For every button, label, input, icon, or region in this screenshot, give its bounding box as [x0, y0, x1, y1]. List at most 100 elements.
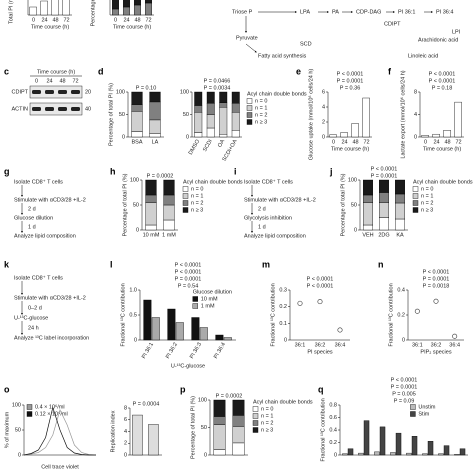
pathway-label: CDP-DAG: [356, 9, 381, 15]
bar-segment: [219, 107, 228, 135]
panel-label: g: [4, 166, 10, 176]
bar-segment: [111, 0, 119, 10]
p-value: P = 0.36: [340, 85, 361, 91]
legend-label: n = 2: [191, 200, 203, 206]
step: Isolate CD8⁺ T cells: [14, 274, 63, 281]
bar-segment: [149, 101, 161, 121]
x-tick-label: 36:4: [335, 342, 346, 348]
p-value: P = 0.0466: [204, 78, 231, 84]
legend-title: Acyl chain double bonds: [183, 179, 243, 185]
legend-label: n = 2: [421, 200, 433, 206]
bar-segment: [194, 91, 203, 106]
bar: [390, 452, 396, 456]
bar: [422, 453, 428, 456]
y-tick-label: 0.2: [279, 304, 287, 310]
x-tick-label: 2DG: [378, 232, 389, 238]
x-tick-label: KA: [396, 232, 404, 238]
bar: [167, 308, 176, 341]
y-tick-label: 1.0: [129, 287, 137, 293]
bar: [443, 130, 451, 138]
x-tick-label: 72: [145, 17, 151, 23]
mw-label: 40: [85, 106, 91, 112]
bar: [340, 132, 348, 138]
legend-swatch: [412, 186, 419, 192]
bar-segment: [131, 131, 143, 138]
p-value: P = 0.0001: [175, 276, 202, 282]
pathway-arrow: [245, 43, 257, 53]
blot-frame: [29, 85, 83, 99]
step: Stimulate with αCD3/28 +IL-2: [14, 295, 86, 301]
step: Isolate CD8⁺ T cells: [244, 178, 293, 185]
panel-label: p: [180, 384, 186, 394]
legend-swatch: [26, 404, 33, 410]
bar: [374, 451, 380, 456]
legend-label: n ≥ 3: [255, 119, 267, 125]
blot-band: [32, 90, 41, 94]
bar-segment: [213, 449, 226, 456]
bar: [51, 0, 59, 16]
step: Glucose dilution: [14, 215, 53, 221]
p-value: P < 0.0001: [371, 166, 398, 172]
bar: [132, 414, 143, 456]
legend-label: n = 1: [255, 105, 267, 111]
y-tick-label: 50: [119, 112, 125, 118]
bar: [223, 337, 232, 341]
legend-title: Acyl chain double bonds: [413, 179, 473, 185]
y-axis-label: Percentage of total PI (%): [108, 83, 114, 146]
bar-segment: [232, 399, 245, 416]
x-tick-label: 48: [52, 17, 58, 23]
panel-label: k: [4, 259, 10, 269]
bar-segment: [194, 105, 203, 113]
bar: [432, 133, 440, 138]
x-tick-label: 72: [63, 17, 69, 23]
pathway-label: CDIPT: [384, 21, 401, 27]
x-axis-label: Time course (h): [423, 146, 461, 152]
y-tick-label: 0: [186, 134, 189, 140]
bar-segment: [219, 134, 228, 138]
p-value: P < 0.0001: [307, 283, 334, 289]
bar-segment: [395, 179, 406, 195]
bar: [29, 6, 37, 16]
y-tick-label: 100: [130, 177, 139, 183]
x-tick-label: BSA: [131, 139, 142, 145]
panel-label: m: [262, 259, 270, 269]
panel-label: l: [110, 259, 113, 269]
bar-segment: [145, 224, 157, 231]
y-tick-label: 50: [201, 425, 207, 431]
point: [317, 299, 323, 305]
lane-label: 72: [72, 78, 78, 84]
y-tick-label: 0: [322, 134, 325, 140]
step: U-¹³C-glucose: [14, 315, 48, 321]
p-value: P = 0.0018: [423, 283, 450, 289]
bar-segment: [163, 204, 175, 221]
lane-label: 24: [46, 78, 52, 84]
legend-label: n ≥ 3: [261, 427, 273, 433]
bar: [443, 445, 450, 456]
legend-label: n = 2: [255, 112, 267, 118]
legend-label: n ≥ 3: [421, 207, 433, 213]
duration: 1 d: [28, 224, 36, 230]
panel-label: o: [4, 384, 10, 394]
x-tick-label: 24: [341, 139, 347, 145]
bar-segment: [111, 8, 119, 16]
legend-swatch: [252, 427, 259, 433]
legend-label: 1 mM: [201, 303, 215, 309]
step: Isolate CD8⁺ T cells: [14, 178, 63, 185]
x-tick-label: 10 mM: [143, 232, 160, 238]
legend-swatch: [246, 119, 253, 125]
bar-segment: [213, 416, 226, 425]
bar-segment: [131, 104, 143, 112]
y-tick-label: 4: [124, 429, 127, 435]
x-axis-label: Time course (h): [331, 146, 369, 152]
legend-label: n = 1: [191, 193, 203, 199]
legend-swatch: [246, 98, 253, 104]
p-value: P = 0.0002: [216, 393, 243, 399]
legend-swatch: [246, 112, 253, 118]
legend-title: Glucose dilution: [193, 289, 232, 295]
bar-segment: [131, 91, 143, 105]
x-tick-label: 36:1: [295, 342, 306, 348]
legend-swatch: [182, 207, 189, 213]
bar: [175, 322, 184, 341]
step: Analyze lipid composition: [244, 233, 306, 239]
x-tick-label: 24: [123, 17, 129, 23]
